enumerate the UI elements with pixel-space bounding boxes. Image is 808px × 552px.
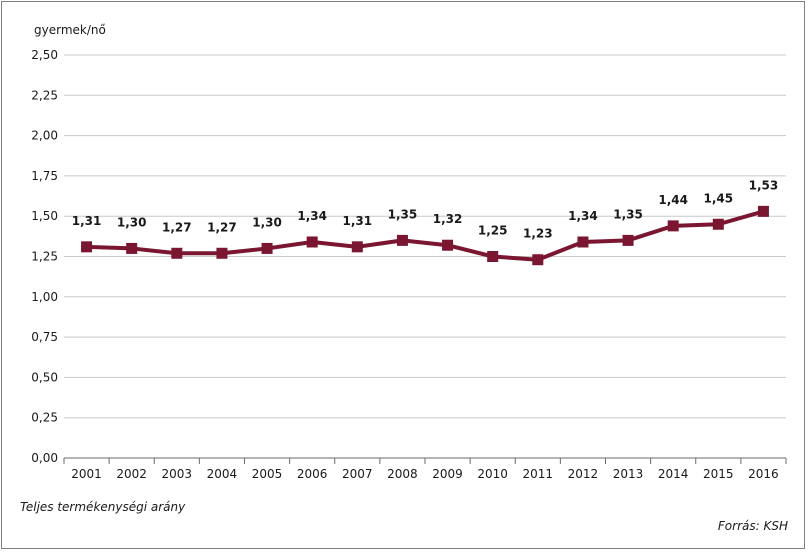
y-tick-label: 2,50	[31, 48, 58, 62]
x-tick-label: 2013	[613, 467, 644, 481]
y-tick-label: 1,25	[31, 250, 58, 264]
data-point-marker	[126, 242, 138, 254]
data-label: 1,30	[117, 215, 147, 229]
x-tick-label: 2006	[297, 467, 328, 481]
data-label: 1,25	[478, 224, 508, 238]
x-tick-label: 2001	[71, 467, 102, 481]
x-tick-label: 2015	[703, 467, 734, 481]
y-tick-label: 0,75	[31, 330, 58, 344]
x-tick-label: 2012	[568, 467, 599, 481]
data-label: 1,32	[433, 212, 463, 226]
data-label: 1,35	[388, 207, 418, 221]
y-tick-label: 0,50	[31, 370, 58, 384]
x-tick-label: 2010	[477, 467, 508, 481]
data-label: 1,53	[749, 178, 779, 192]
y-axis-unit-label: gyermek/nő	[34, 23, 106, 37]
x-tick-label: 2008	[387, 467, 418, 481]
data-point-marker	[81, 241, 93, 253]
y-tick-label: 1,00	[31, 290, 58, 304]
data-point-marker	[351, 241, 363, 253]
data-point-marker	[487, 251, 499, 262]
y-tick-label: 2,25	[31, 88, 58, 102]
data-point-marker	[306, 236, 318, 248]
data-point-marker	[442, 239, 454, 251]
data-point-marker	[216, 247, 228, 259]
data-label: 1,23	[523, 227, 553, 241]
data-point-marker	[757, 205, 769, 217]
data-label: 1,34	[297, 209, 327, 223]
chart-caption: Teljes termékenységi arány	[20, 500, 186, 514]
x-tick-label: 2007	[342, 467, 373, 481]
data-label: 1,27	[162, 220, 192, 234]
x-tick-label: 2003	[162, 467, 193, 481]
x-tick-label: 2005	[252, 467, 283, 481]
data-label: 1,31	[343, 214, 373, 228]
x-tick-label: 2014	[658, 467, 689, 481]
data-point-marker	[622, 234, 634, 246]
series-line	[86, 209, 764, 262]
x-tick-label: 2004	[207, 467, 238, 481]
y-tick-label: 2,00	[31, 129, 58, 143]
data-point-marker	[712, 218, 724, 230]
x-tick-label: 2016	[748, 467, 779, 481]
data-point-marker	[577, 236, 589, 248]
x-tick-label: 2002	[116, 467, 147, 481]
data-point-marker	[667, 220, 679, 232]
data-label: 1,27	[207, 220, 237, 234]
y-tick-label: 0,00	[31, 451, 58, 465]
y-tick-label: 0,25	[31, 411, 58, 425]
data-point-marker	[261, 242, 273, 254]
source-note: Forrás: KSH	[717, 519, 788, 533]
data-point-marker	[532, 254, 544, 266]
data-label: 1,45	[704, 191, 734, 205]
x-tick-label: 2011	[523, 467, 554, 481]
y-tick-label: 1,75	[31, 169, 58, 183]
data-label: 1,35	[613, 207, 643, 221]
data-point-marker	[396, 234, 408, 246]
x-tick-label: 2009	[432, 467, 463, 481]
data-label: 1,31	[72, 214, 102, 228]
data-point-marker	[171, 247, 183, 259]
data-label: 1,30	[252, 215, 282, 229]
data-label: 1,34	[568, 209, 598, 223]
data-label: 1,44	[658, 193, 688, 207]
y-tick-label: 1,50	[31, 209, 58, 223]
